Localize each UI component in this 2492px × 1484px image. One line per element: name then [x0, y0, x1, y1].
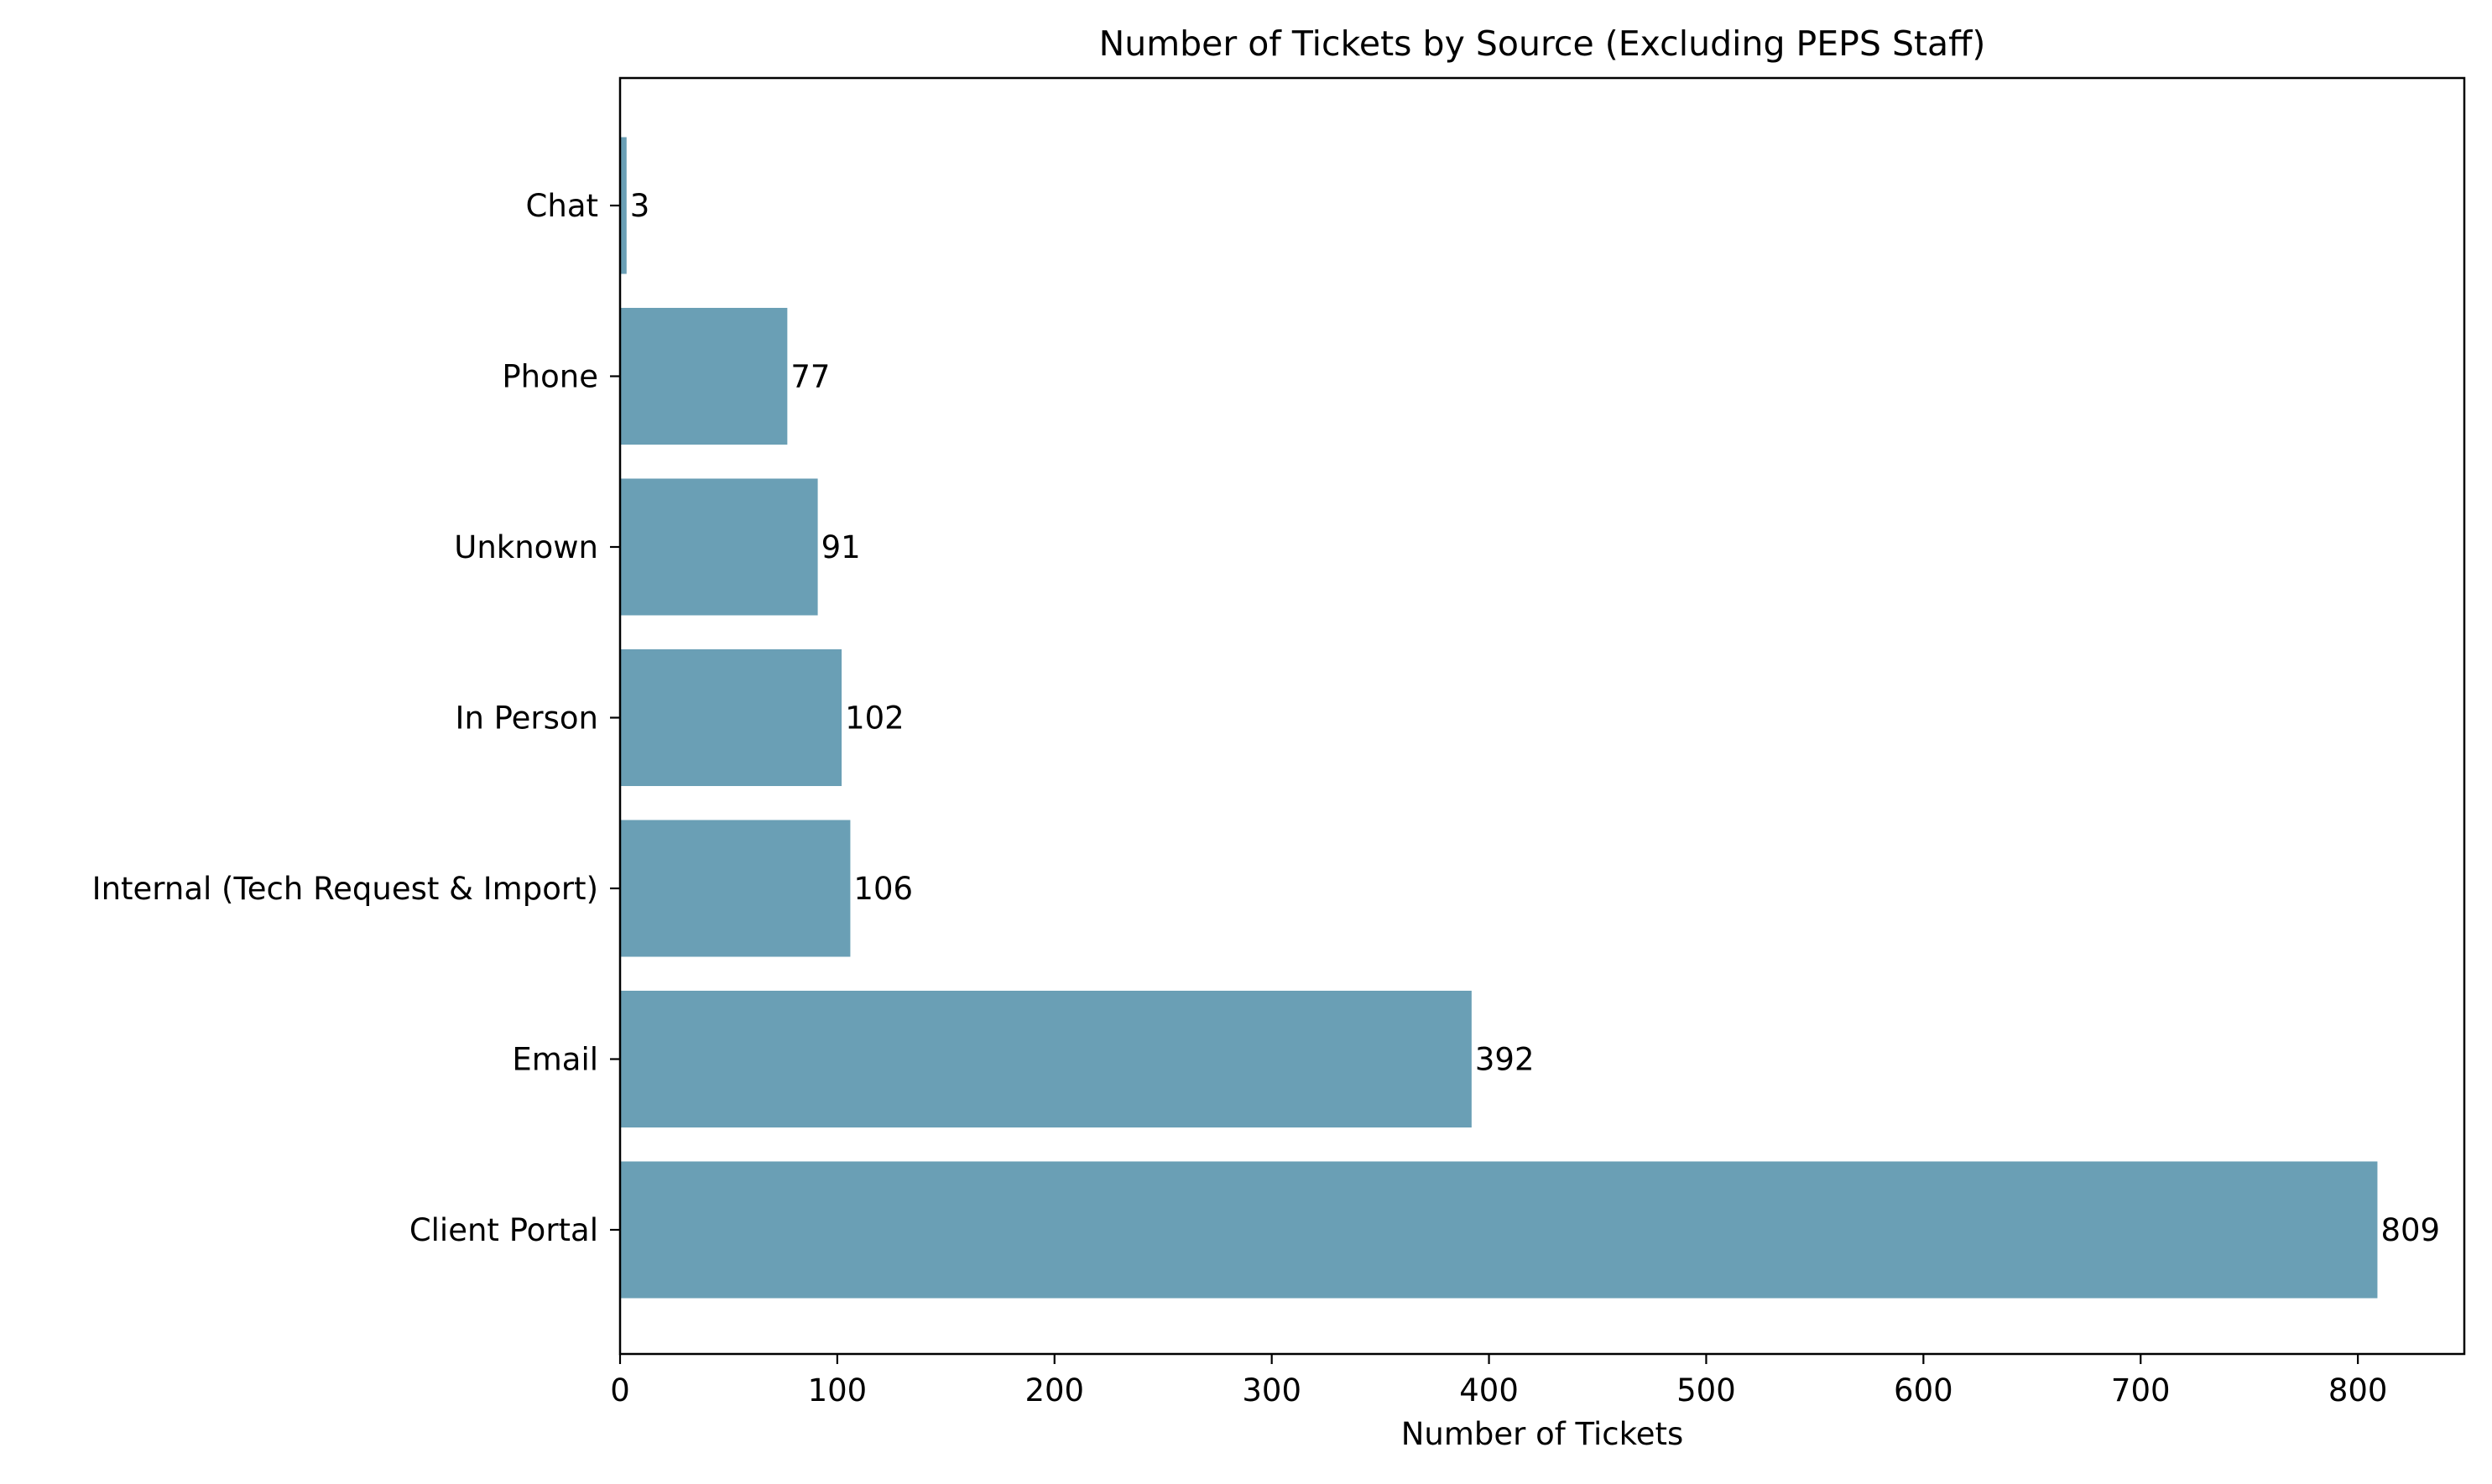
bars-group: 809 392 106 102 91 77 3	[620, 137, 2440, 1299]
x-tick-label: 100	[808, 1372, 868, 1408]
chart-title: Number of Tickets by Source (Excluding P…	[1099, 23, 1986, 64]
data-label: 91	[821, 529, 861, 565]
x-tick-label: 200	[1024, 1372, 1084, 1408]
bar-unknown	[620, 478, 818, 616]
y-tick-label: Phone	[502, 359, 598, 395]
x-tick-label: 600	[1894, 1372, 1953, 1408]
x-axis-ticks: 0 100 200 300 400 500 600 700 800	[610, 1354, 2387, 1408]
x-tick-label: 0	[610, 1372, 630, 1408]
x-axis-label: Number of Tickets	[1401, 1416, 1684, 1452]
x-tick-label: 500	[1676, 1372, 1736, 1408]
plot-frame	[618, 76, 2466, 1356]
x-tick-label: 800	[2328, 1372, 2388, 1408]
y-tick-label: Unknown	[454, 529, 598, 565]
data-label: 106	[853, 871, 913, 907]
x-tick-label: 700	[2111, 1372, 2171, 1408]
data-label: 809	[2380, 1212, 2440, 1248]
y-tick-label: In Person	[456, 700, 598, 737]
bar-in-person	[620, 649, 842, 786]
data-label: 102	[845, 700, 905, 737]
y-axis-ticks: Client Portal Email Internal (Tech Request…	[92, 188, 620, 1248]
y-tick-label: Internal (Tech Request & Import)	[92, 871, 598, 907]
bar-chat	[620, 137, 627, 274]
data-label: 3	[630, 188, 650, 224]
y-tick-label: Email	[512, 1042, 598, 1078]
y-tick-label: Chat	[526, 188, 598, 224]
data-label: 392	[1475, 1042, 1535, 1078]
x-tick-label: 400	[1459, 1372, 1519, 1408]
bar-internal-tech-request-import	[620, 820, 851, 957]
y-tick-label: Client Portal	[409, 1212, 598, 1248]
bar-phone	[620, 308, 788, 445]
bar-email	[620, 991, 1472, 1127]
x-tick-label: 300	[1242, 1372, 1301, 1408]
bar-client-portal	[620, 1161, 2378, 1299]
data-label: 77	[790, 359, 830, 395]
